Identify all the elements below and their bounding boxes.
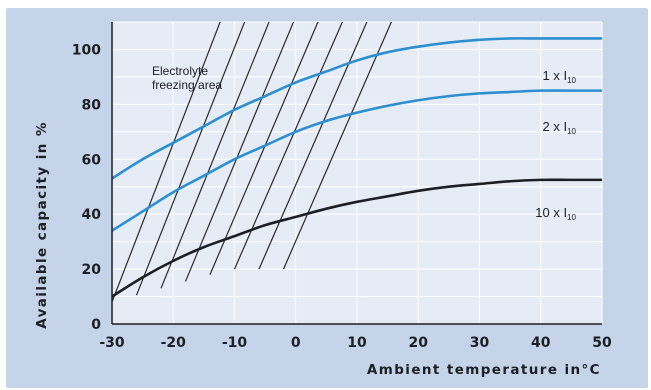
hatch-line bbox=[184, 22, 295, 282]
freezing-area-label: Electrolyte freezing area bbox=[152, 64, 222, 92]
x-tick-label: 10 bbox=[347, 335, 367, 351]
freezing-area-hatch bbox=[112, 22, 393, 303]
y-tick-label: 20 bbox=[82, 262, 102, 278]
x-tick-label: -20 bbox=[161, 335, 187, 351]
series-lines bbox=[112, 37, 602, 298]
series-label-1: 1 x I10 bbox=[543, 68, 577, 85]
x-tick-label: 30 bbox=[470, 335, 490, 351]
y-tick-label: 100 bbox=[72, 42, 101, 58]
x-tick-label: -10 bbox=[222, 335, 248, 351]
hatch-line bbox=[282, 22, 393, 270]
series-label-3: 10 x I10 bbox=[535, 205, 576, 222]
hatch-line bbox=[160, 22, 270, 289]
freezing-area-label-line1: Electrolyte bbox=[152, 64, 208, 78]
hatch-line bbox=[112, 22, 221, 303]
series-line-1 bbox=[112, 37, 602, 180]
series-label-2: 2 x I10 bbox=[543, 119, 577, 136]
series-line-3 bbox=[112, 178, 602, 298]
y-tick-label: 80 bbox=[82, 97, 102, 113]
y-tick-label: 0 bbox=[91, 317, 101, 333]
hatch-line bbox=[233, 22, 344, 270]
grid-lines bbox=[112, 21, 603, 324]
series-line-2 bbox=[112, 89, 602, 232]
y-tick-label: 60 bbox=[82, 152, 102, 168]
x-tick-label: 40 bbox=[531, 335, 551, 351]
hatch-line bbox=[135, 22, 246, 296]
series-labels: 1 x I10 2 x I10 10 x I10 bbox=[535, 68, 576, 222]
y-tick-labels: 0 20 40 60 80 100 bbox=[72, 42, 101, 333]
x-tick-label: -30 bbox=[99, 335, 125, 351]
y-tick-label: 40 bbox=[82, 207, 102, 223]
x-tick-label: 0 bbox=[291, 335, 301, 351]
x-tick-label: 50 bbox=[592, 335, 612, 351]
hatch-line bbox=[258, 22, 368, 270]
y-axis-title: Available capacity in % bbox=[34, 121, 50, 329]
x-axis-title: Ambient temperature in°C bbox=[367, 362, 601, 378]
freezing-area-label-line2: freezing area bbox=[152, 78, 222, 92]
x-tick-label: 20 bbox=[409, 335, 429, 351]
x-tick-labels: -30 -20 -10 0 10 20 30 40 50 bbox=[99, 335, 612, 351]
